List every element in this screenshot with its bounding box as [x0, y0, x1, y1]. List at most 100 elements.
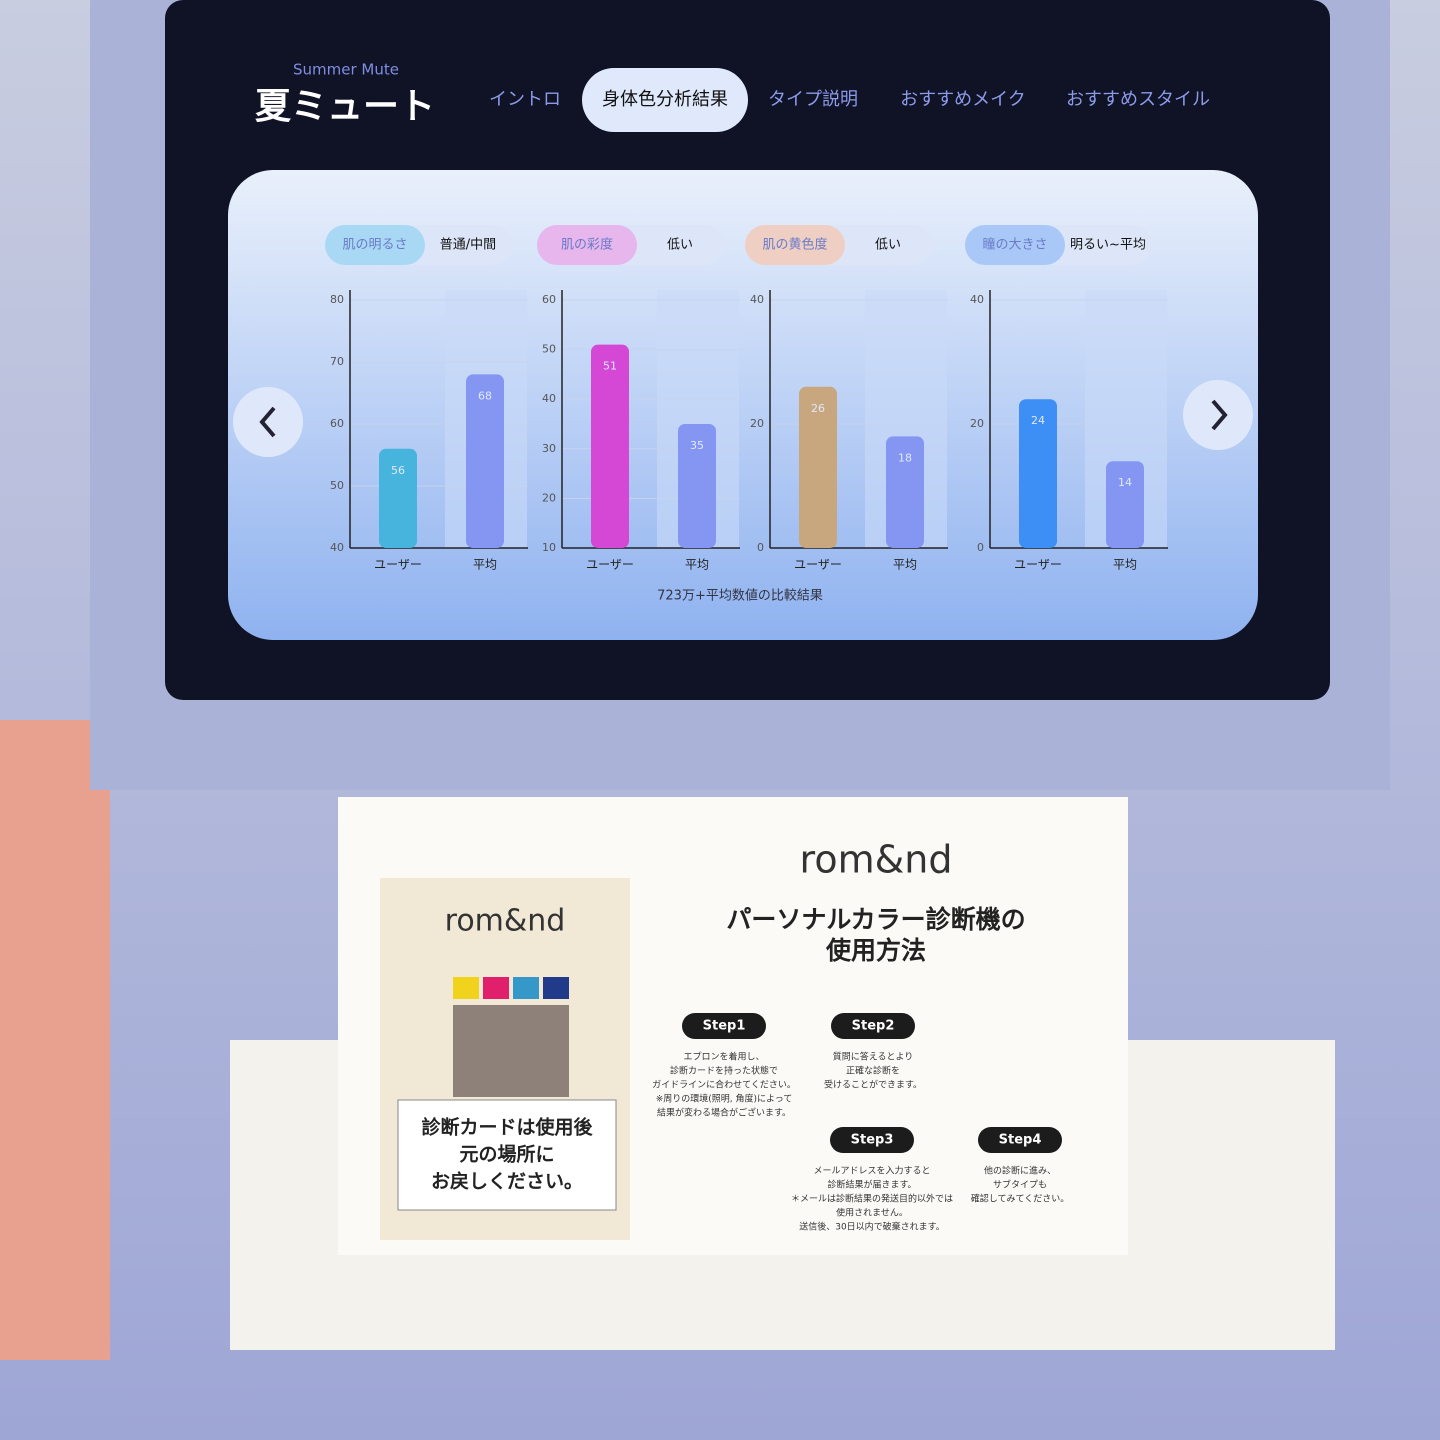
value-label: 68	[478, 389, 492, 402]
tag-label: 肌の彩度	[561, 237, 613, 253]
y-tick-label: 20	[542, 491, 556, 504]
tag-label-bg	[965, 225, 1065, 265]
value-label: 35	[690, 439, 704, 452]
x-tick-label: 平均	[1113, 558, 1137, 572]
y-tick-label: 40	[330, 541, 344, 554]
x-tick-label: ユーザー	[374, 558, 422, 572]
tag-level: 低い	[875, 238, 901, 253]
y-tick-label: 40	[750, 293, 764, 306]
tag-label: 瞳の大きさ	[982, 238, 1047, 253]
y-tick-label: 60	[330, 417, 344, 430]
step-text: 正確な診断を	[846, 1065, 900, 1077]
step-text: サブタイプも	[993, 1179, 1047, 1191]
tag-label: 肌の黄色度	[762, 237, 827, 253]
sign-brand: rom&nd	[800, 838, 953, 882]
step-label: Step1	[703, 1019, 746, 1034]
value-label: 56	[391, 464, 405, 477]
tag-label: 肌の明るさ	[342, 238, 407, 253]
tab[interactable]: おすすめメイク	[900, 89, 1026, 110]
y-tick-label: 20	[970, 417, 984, 430]
step-text: ※周りの環境(照明, 角度)によって	[656, 1093, 793, 1105]
bar	[799, 386, 837, 548]
y-tick-label: 40	[542, 392, 556, 405]
value-label: 26	[811, 402, 825, 415]
step-text: 診断結果が届きます。	[827, 1179, 916, 1191]
step-pill	[682, 1013, 766, 1039]
pink-box	[0, 720, 110, 1360]
tag-label-bg	[325, 225, 425, 265]
y-tick-label: 0	[977, 541, 984, 554]
y-tick-label: 70	[330, 355, 344, 368]
y-tick-label: 0	[757, 541, 764, 554]
step-text: 送信後、30日以内で破棄されます。	[799, 1221, 945, 1233]
sign-title: 使用方法	[825, 936, 926, 965]
bar	[379, 448, 417, 548]
step-label: Step4	[999, 1133, 1042, 1148]
y-tick-label: 60	[542, 293, 556, 306]
step-text: 他の診断に進み、	[984, 1165, 1056, 1177]
tag-label-bg	[537, 225, 637, 265]
bar	[466, 374, 504, 548]
step-text: ＊メールは診断結果の発送目的以外では	[791, 1193, 953, 1205]
bar	[1019, 399, 1057, 548]
tab[interactable]: 身体色分析結果	[602, 89, 728, 110]
step-label: Step2	[852, 1019, 895, 1034]
step-pill	[830, 1127, 914, 1153]
bar	[591, 344, 629, 548]
step-pill	[978, 1127, 1062, 1153]
prev-icon	[259, 406, 276, 438]
y-tick-label: 10	[542, 541, 556, 554]
step-text: 使用されません。	[836, 1207, 908, 1219]
step-text: エプロンを着用し、	[683, 1051, 764, 1063]
x-tick-label: ユーザー	[1014, 558, 1062, 572]
prev-button[interactable]	[233, 387, 303, 457]
tag-level: 普通/中間	[440, 238, 496, 253]
x-tick-label: ユーザー	[586, 558, 634, 572]
sign-title: パーソナルカラー診断機の	[726, 905, 1025, 934]
step-text: 確認してみてください。	[971, 1193, 1069, 1205]
value-label: 14	[1118, 476, 1132, 489]
title: 夏ミュート	[255, 86, 435, 127]
step-label: Step3	[851, 1133, 894, 1148]
notice	[397, 1099, 617, 1211]
x-tick-label: 平均	[893, 558, 917, 572]
y-tick-label: 50	[542, 343, 556, 356]
step-text: 診断カードを持った状態で	[670, 1065, 778, 1077]
next-icon	[1211, 399, 1228, 431]
bar	[1106, 461, 1144, 548]
tab[interactable]: イントロ	[489, 89, 561, 110]
footnote: 723万+平均数値の比較結果	[657, 588, 823, 604]
swatches	[453, 977, 569, 1097]
notice-line: お戻しください。	[431, 1170, 583, 1193]
x-tick-label: 平均	[473, 558, 497, 572]
card-brand: rom&nd	[445, 904, 566, 939]
value-label: 51	[603, 360, 617, 373]
tag-level: 低い	[667, 238, 693, 253]
bar	[886, 436, 924, 548]
tab-active-bg[interactable]	[582, 68, 748, 132]
y-tick-label: 30	[542, 442, 556, 455]
tab[interactable]: タイプ説明	[768, 89, 858, 110]
step-text: 受けることができます。	[824, 1079, 922, 1091]
y-tick-label: 50	[330, 479, 344, 492]
subtitle: Summer Mute	[293, 61, 399, 79]
x-tick-label: ユーザー	[794, 558, 842, 572]
tag-level: 明るい~平均	[1070, 238, 1146, 253]
step-text: 質問に答えるとより	[833, 1051, 914, 1063]
step-text: ガイドラインに合わせてください。	[652, 1079, 796, 1091]
tab[interactable]: おすすめスタイル	[1066, 89, 1210, 110]
step-text: メールアドレスを入力すると	[813, 1165, 930, 1177]
step-text: 結果が変わる場合がございます。	[657, 1107, 791, 1119]
y-tick-label: 40	[970, 293, 984, 306]
next-button[interactable]	[1183, 380, 1253, 450]
y-tick-label: 80	[330, 293, 344, 306]
bar	[678, 424, 716, 548]
notice-line: 診断カードは使用後	[421, 1116, 593, 1139]
value-label: 24	[1031, 414, 1045, 427]
notice-line: 元の場所に	[459, 1144, 554, 1166]
tag-label-bg	[745, 225, 845, 265]
value-label: 18	[898, 451, 912, 464]
step-pill	[831, 1013, 915, 1039]
